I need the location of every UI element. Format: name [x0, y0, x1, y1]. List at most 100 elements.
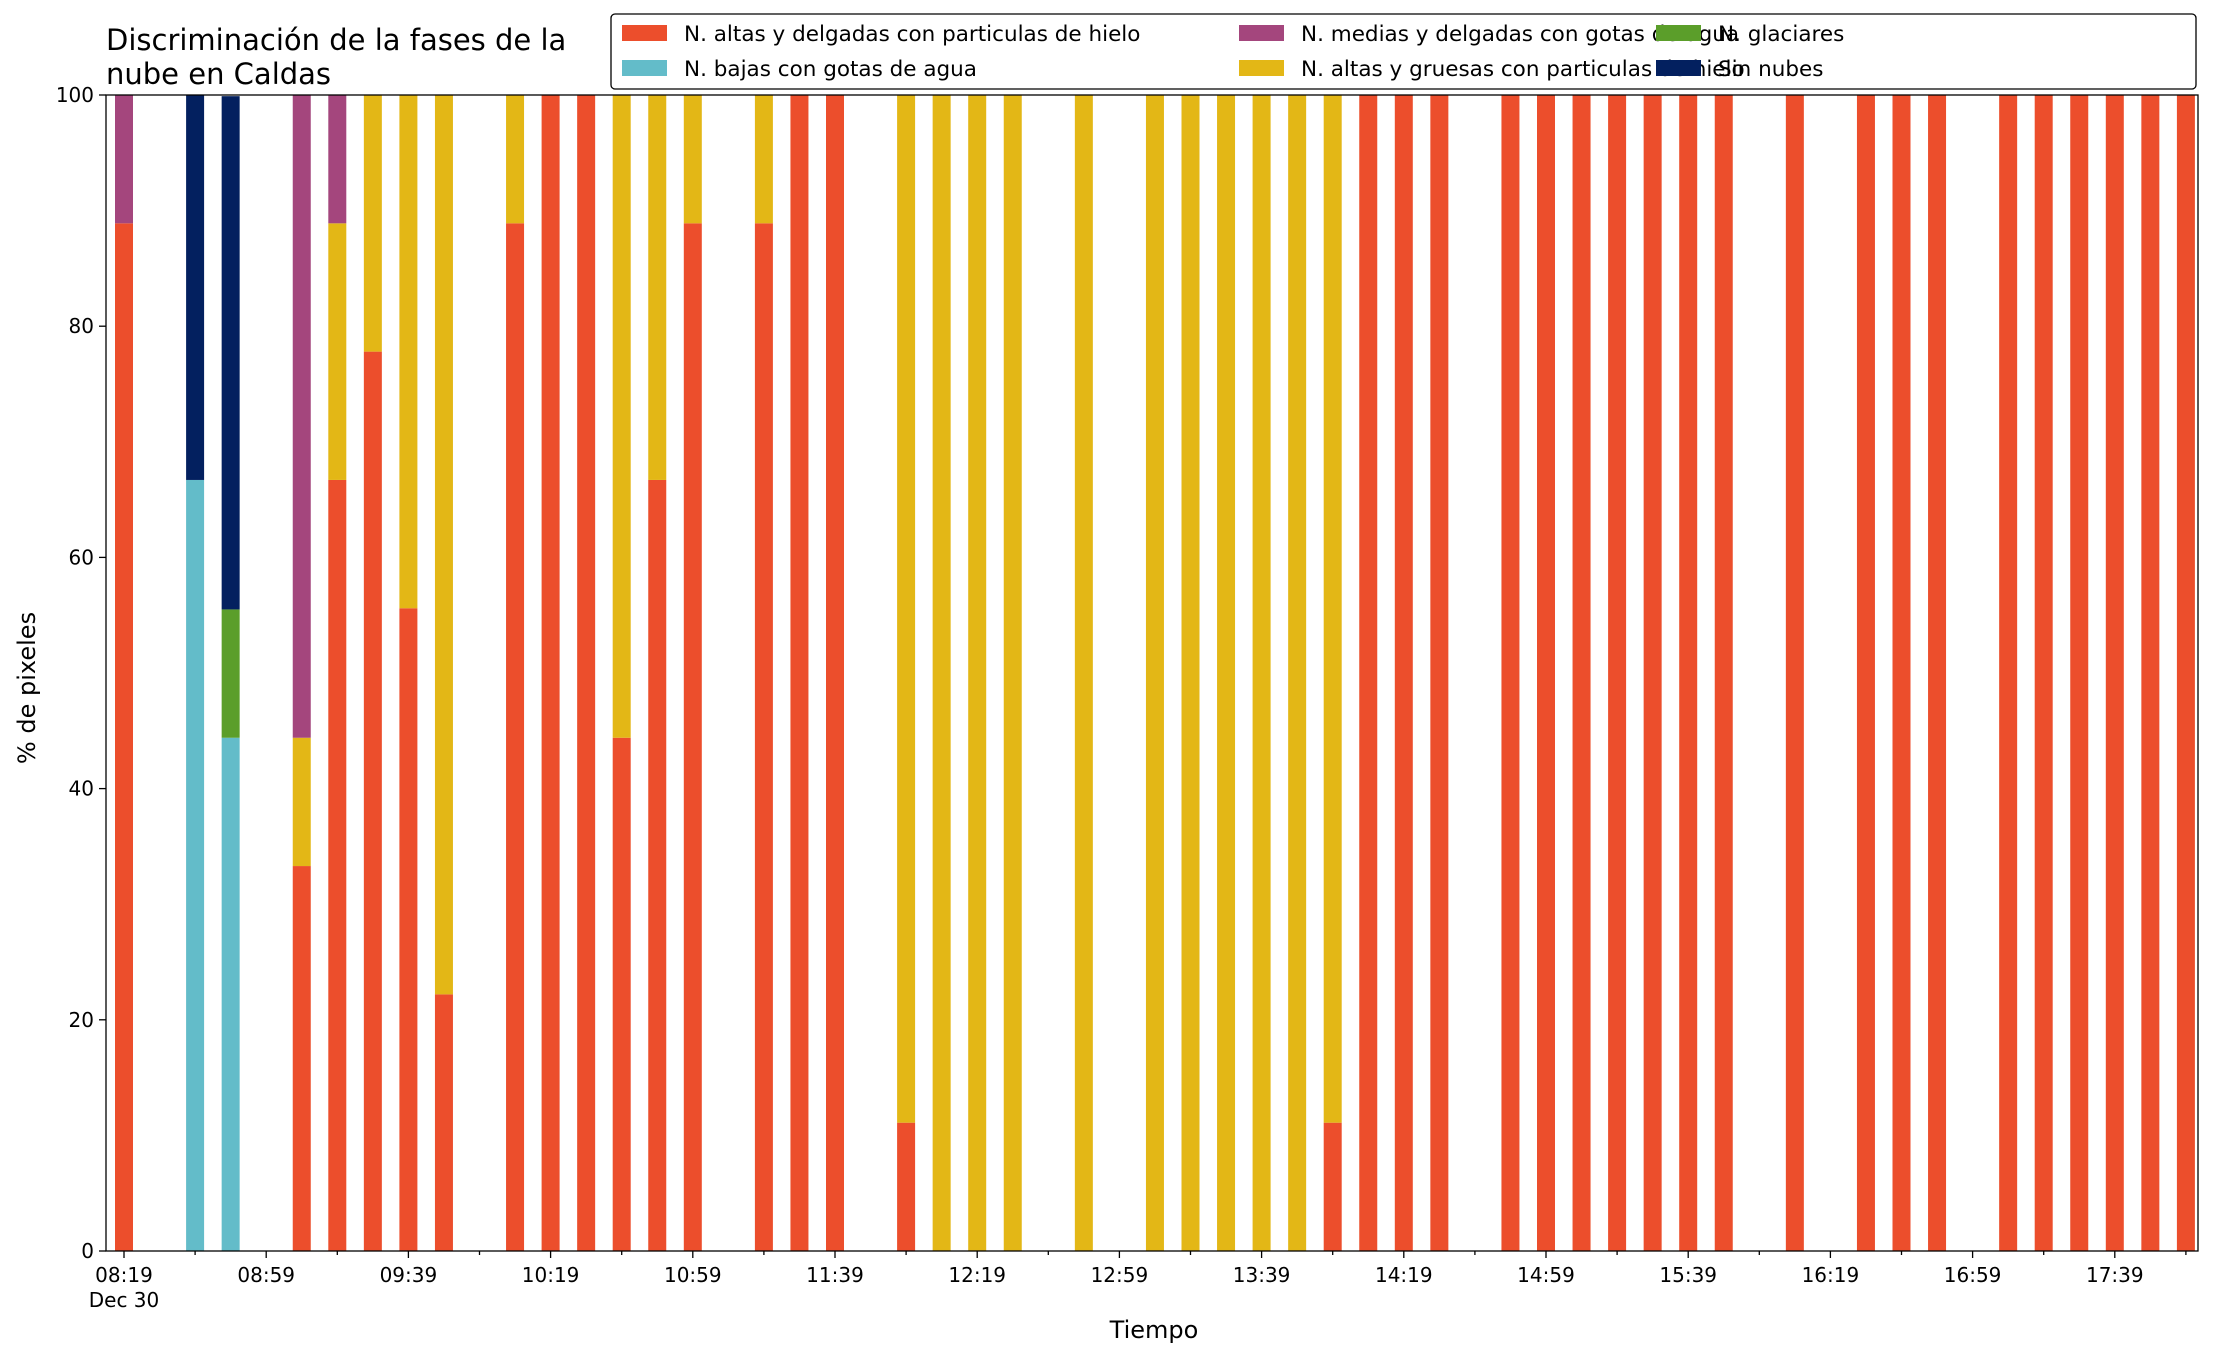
bar-segment-s1-1 — [328, 223, 347, 480]
x-tick-label: 17:39 — [2086, 1263, 2144, 1287]
bar-segment-s0-32 — [2034, 95, 2053, 1251]
bar-segment-s1-6 — [612, 95, 631, 738]
bar-segment-s1-9 — [754, 95, 773, 224]
legend-swatch — [1239, 60, 1284, 76]
bar-segment-s0-1 — [292, 866, 311, 1251]
bar-segment-s1-20 — [1323, 95, 1342, 1123]
bar-segment-s2-1 — [221, 737, 240, 1251]
bar-segment-s1-8 — [683, 95, 702, 224]
y-tick-label: 20 — [69, 1008, 94, 1032]
bar-segment-s0-20 — [1501, 95, 1520, 1251]
bar-segment-s4-0 — [115, 95, 133, 224]
bar-segment-s0-13 — [790, 95, 809, 1251]
bar-segment-s0-26 — [1714, 95, 1733, 1251]
bar-segment-s1-15 — [1145, 95, 1164, 1251]
bar-segment-s5-0 — [186, 95, 205, 480]
bar-segment-s0-12 — [754, 223, 773, 1251]
bar-segment-s1-18 — [1252, 95, 1271, 1251]
bar-segment-s0-10 — [648, 479, 667, 1251]
y-tick-label: 60 — [69, 545, 94, 569]
legend-swatch — [622, 25, 667, 41]
bar-segment-s0-15 — [897, 1122, 916, 1251]
bar-segment-s0-23 — [1608, 95, 1627, 1251]
bar-segment-s1-17 — [1217, 95, 1236, 1251]
bar-segment-s0-31 — [1999, 95, 2018, 1251]
x-tick-label: 10:59 — [664, 1263, 722, 1287]
bar-segment-s0-8 — [577, 95, 596, 1251]
legend-swatch — [1656, 25, 1701, 41]
bars-layer — [115, 95, 2195, 1251]
bar-segment-s1-11 — [932, 95, 951, 1251]
bar-segment-s0-4 — [399, 608, 418, 1251]
y-tick-label: 100 — [56, 83, 94, 107]
legend: N. altas y delgadas con particulas de hi… — [610, 13, 2197, 90]
x-tick-label: 14:19 — [1375, 1263, 1433, 1287]
bar-segment-s0-9 — [612, 737, 631, 1251]
y-axis-label: % de pixeles — [13, 612, 41, 764]
bar-segment-s1-4 — [434, 95, 453, 995]
legend-entry-label: N. glaciares — [1718, 22, 1844, 47]
bar-segment-s1-0 — [292, 737, 311, 867]
bar-segment-s0-17 — [1359, 95, 1378, 1251]
bar-segment-s0-7 — [541, 95, 560, 1251]
x-tick-label: 10:19 — [522, 1263, 580, 1287]
bar-segment-s0-36 — [2176, 95, 2195, 1251]
axes-layer: 0 20 40 60 80 100 08:19 08:59 09:39 10:19 10:59 11:… — [56, 83, 2199, 1312]
bar-segment-s0-2 — [328, 479, 347, 1251]
bar-segment-s0-34 — [2105, 95, 2124, 1251]
x-tick-label: 09:39 — [380, 1263, 438, 1287]
bar-segment-s1-12 — [968, 95, 987, 1251]
legend-swatch — [622, 60, 667, 76]
bar-segment-s1-14 — [1074, 95, 1093, 1251]
x-tick-label: 16:59 — [1944, 1263, 2002, 1287]
bar-segment-s1-5 — [506, 95, 525, 224]
bar-segment-s0-21 — [1537, 95, 1555, 1251]
legend-entry-label: N. altas y delgadas con particulas de hi… — [684, 22, 1140, 47]
x-tick-label: 08:19 — [95, 1263, 153, 1287]
bar-segment-s0-14 — [826, 95, 844, 1251]
x-tick-label: 14:59 — [1517, 1263, 1575, 1287]
x-axis-label: Tiempo — [1109, 1316, 1199, 1344]
x-tick-label: 13:39 — [1233, 1263, 1291, 1287]
x-tick-label: 15:39 — [1659, 1263, 1717, 1287]
bar-segment-s1-2 — [363, 95, 382, 352]
bar-segment-s0-19 — [1430, 95, 1449, 1251]
bar-segment-s1-10 — [897, 95, 916, 1123]
bar-segment-s0-30 — [1928, 95, 1947, 1251]
bar-segment-s1-16 — [1181, 95, 1200, 1251]
bar-segment-s1-19 — [1288, 95, 1307, 1251]
bar-segment-s4-1 — [292, 95, 311, 738]
bar-segment-s1-7 — [648, 95, 667, 480]
bar-segment-s0-0 — [115, 223, 133, 1251]
bar-segment-s0-16 — [1323, 1122, 1342, 1251]
bar-segment-s0-29 — [1892, 95, 1911, 1251]
bar-segment-s3-0 — [221, 609, 240, 738]
bar-segment-s4-2 — [328, 95, 347, 224]
bar-segment-s0-18 — [1394, 95, 1413, 1251]
bar-segment-s5-1 — [221, 96, 240, 610]
x-date-label: Dec 30 — [89, 1288, 160, 1312]
y-tick-label: 0 — [81, 1239, 94, 1263]
plot-frame — [105, 94, 2199, 1252]
bar-segment-s1-13 — [1003, 95, 1022, 1251]
bar-segment-s2-0 — [186, 479, 205, 1251]
chart-title-line-2: nube en Caldas — [106, 57, 331, 91]
legend-box — [610, 13, 2197, 90]
x-tick-label: 11:39 — [806, 1263, 864, 1287]
bar-segment-s0-11 — [683, 223, 702, 1251]
bar-segment-s0-5 — [434, 994, 453, 1251]
x-tick-label: 16:19 — [1802, 1263, 1860, 1287]
bar-segment-s0-3 — [363, 351, 382, 1251]
bar-segment-s0-33 — [2070, 95, 2089, 1251]
legend-entry-label: Sin nubes — [1718, 57, 1823, 82]
legend-entry-label: N. bajas con gotas de agua — [684, 57, 977, 82]
legend-swatch — [1239, 25, 1284, 41]
y-tick-label: 40 — [69, 777, 94, 801]
x-tick-label: 08:59 — [237, 1263, 295, 1287]
bar-segment-s0-25 — [1679, 95, 1698, 1251]
x-tick-label: 12:59 — [1091, 1263, 1149, 1287]
x-tick-label: 12:19 — [948, 1263, 1006, 1287]
legend-swatch — [1656, 60, 1701, 76]
